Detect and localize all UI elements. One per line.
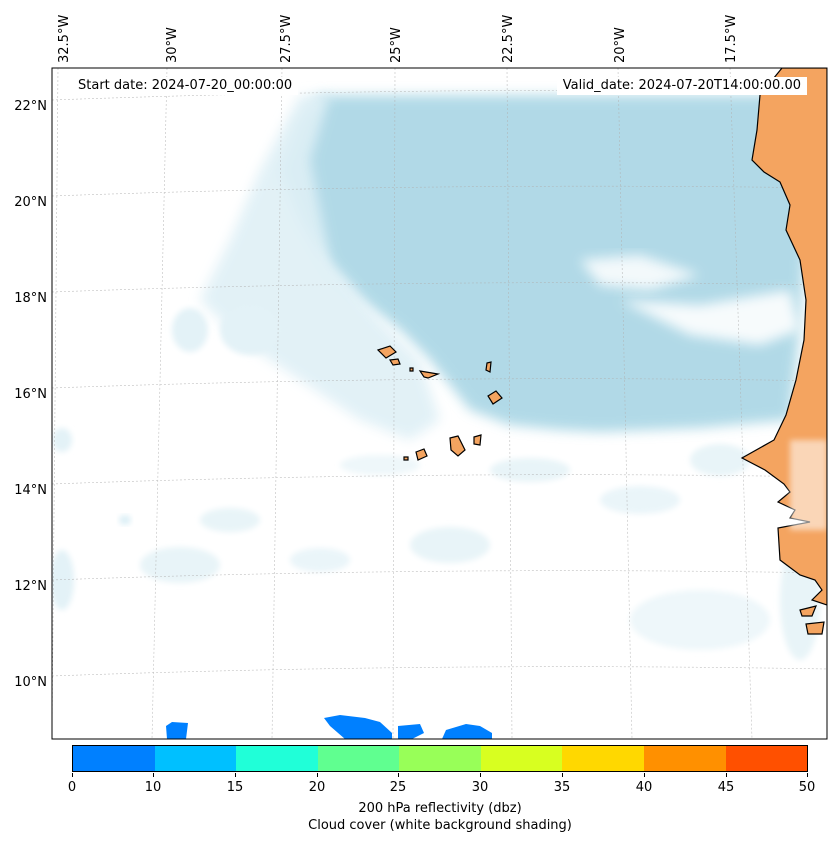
colorbar-tick-label: 20 — [308, 780, 326, 795]
colorbar-tick-label: 0 — [67, 780, 77, 795]
lat-label: 16°N — [14, 387, 47, 402]
colorbar-tick-label: 45 — [717, 780, 735, 795]
colorbar-tick — [398, 773, 399, 777]
lon-label: 32.5°W — [57, 15, 72, 63]
colorbar-tick-label: 25 — [389, 780, 407, 795]
reflectivity-cells — [166, 715, 492, 739]
colorbar-tick — [562, 773, 563, 777]
lat-label: 14°N — [14, 483, 47, 498]
colorbar-tick — [153, 773, 154, 777]
colorbar-tick — [644, 773, 645, 777]
colorbar-segment — [73, 746, 155, 771]
lat-label: 18°N — [14, 291, 47, 306]
lon-label: 25°W — [389, 27, 404, 63]
colorbar-segment — [643, 746, 726, 771]
colorbar-tick — [480, 773, 481, 777]
start-date-label: Start date: 2024-07-20_00:00:00 — [72, 77, 299, 95]
lon-label: 27.5°W — [279, 15, 294, 63]
latitude-labels: 22°N 20°N 18°N 16°N 14°N 12°N 10°N — [14, 99, 47, 690]
lat-label: 12°N — [14, 579, 47, 594]
colorbar-tick — [235, 773, 236, 777]
colorbar-tick-label: 30 — [471, 780, 489, 795]
colorbar-segment — [399, 746, 481, 771]
lat-label: 20°N — [14, 195, 47, 210]
colorbar-segment — [725, 746, 808, 771]
colorbar-segment — [480, 746, 563, 771]
colorbar-tick — [807, 773, 808, 777]
colorbar-tick-label: 50 — [798, 780, 816, 795]
colorbar-subtitle: Cloud cover (white background shading) — [308, 818, 572, 833]
colorbar-segment — [562, 746, 644, 771]
colorbar-segment — [236, 746, 318, 771]
colorbar — [72, 745, 808, 772]
colorbar-tick-label: 35 — [553, 780, 571, 795]
colorbar-tick-label: 15 — [226, 780, 244, 795]
longitude-labels: 32.5°W 30°W 27.5°W 25°W 22.5°W 20°W 17.5… — [57, 15, 739, 63]
colorbar-segment — [317, 746, 400, 771]
valid-date-label: Valid_date: 2024-07-20T14:00:00.00 — [556, 77, 807, 95]
lat-label: 10°N — [14, 675, 47, 690]
map-frame — [51, 67, 828, 740]
colorbar-tick — [317, 773, 318, 777]
lon-label: 30°W — [165, 27, 180, 63]
colorbar-title: 200 hPa reflectivity (dbz) — [358, 801, 522, 816]
colorbar-tick-label: 10 — [144, 780, 162, 795]
lon-label: 22.5°W — [501, 15, 516, 63]
colorbar-tick-label: 40 — [635, 780, 653, 795]
lon-label: 20°W — [613, 27, 628, 63]
colorbar-tick — [72, 773, 73, 777]
african-coastline — [740, 68, 827, 606]
colorbar-tick — [726, 773, 727, 777]
colorbar-segment — [154, 746, 237, 771]
lat-label: 22°N — [14, 99, 47, 114]
cape-verde-islands — [376, 345, 825, 635]
lon-label: 17.5°W — [724, 15, 739, 63]
